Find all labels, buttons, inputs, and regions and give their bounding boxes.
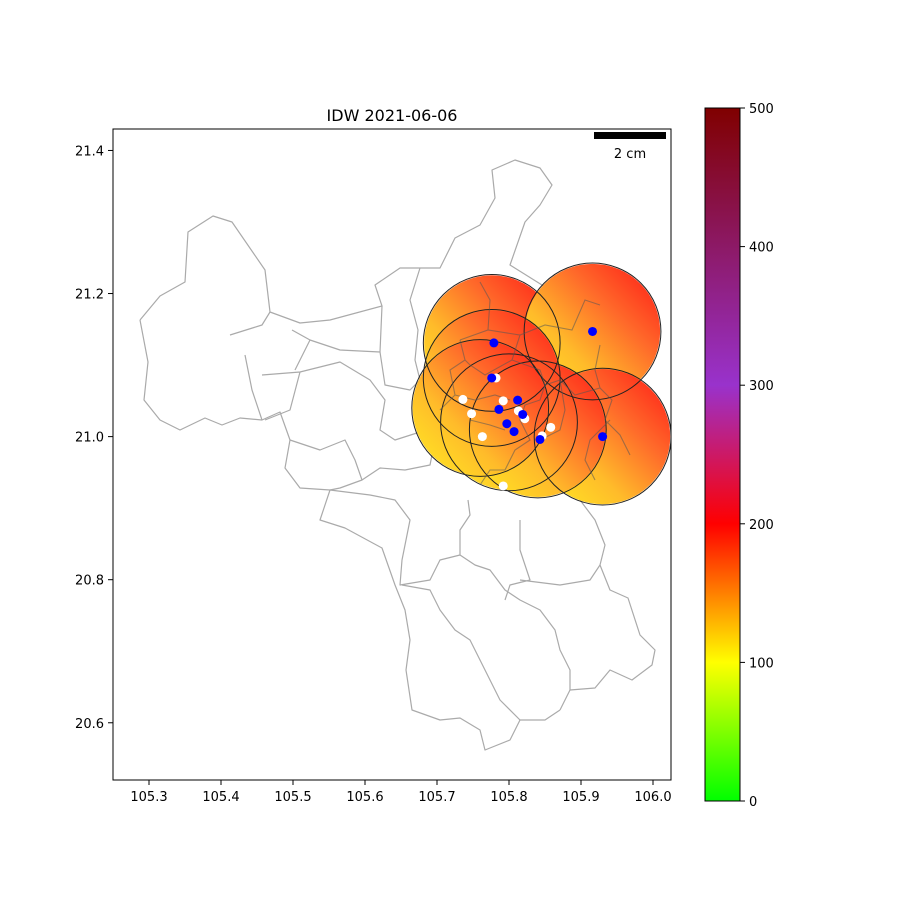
outer-boundary-south-west (139, 319, 561, 751)
blue-station-point (509, 427, 519, 437)
colorbar-tick-label: 300 (749, 379, 774, 394)
white-station-point (546, 422, 556, 432)
blue-station-markers (487, 326, 608, 444)
x-tick-label: 105.8 (490, 790, 527, 805)
x-tick-label: 106.0 (634, 790, 671, 805)
scale-bar-label: 2 cm (614, 147, 646, 162)
idw-surface (411, 262, 671, 506)
idw-outline (411, 262, 671, 506)
idw-fill-circle (412, 340, 548, 476)
colorbar-tick-label: 200 (749, 518, 774, 533)
x-tick-label: 105.7 (418, 790, 455, 805)
colorbar-tick-label: 0 (749, 795, 757, 810)
idw-outline-circle (523, 262, 662, 401)
blue-station-point (513, 395, 523, 405)
white-station-point (467, 409, 477, 419)
y-tick-label: 20.8 (75, 574, 104, 589)
blue-station-point (535, 434, 545, 444)
outer-boundary-south-east (559, 499, 656, 711)
x-tick-label: 105.6 (346, 790, 383, 805)
x-tick-label: 105.5 (274, 790, 311, 805)
x-tick-label: 105.3 (130, 790, 167, 805)
idw-outline-circle (468, 360, 607, 499)
outer-boundary-west (139, 159, 553, 324)
idw-outline-circle (440, 353, 578, 492)
colorbar-ticks: 0 100 200 300 400 500 (740, 102, 774, 810)
blue-station-point (494, 404, 504, 414)
colorbar-tick-label: 500 (749, 102, 774, 117)
colorbar: 0 100 200 300 400 500 (704, 102, 774, 810)
x-tick-label: 105.9 (562, 790, 599, 805)
white-station-point (477, 432, 487, 442)
white-station-point (498, 481, 508, 491)
white-station-point (458, 394, 468, 404)
y-tick-label: 21.4 (75, 144, 104, 159)
y-tick-label: 21.2 (75, 288, 104, 303)
idw-district-lines (439, 281, 631, 486)
colorbar-tick-label: 400 (749, 241, 774, 256)
blue-station-point (502, 419, 512, 429)
inner-line-1 (229, 305, 421, 441)
idw-outline-circle (533, 367, 671, 506)
blue-station-point (487, 373, 497, 383)
blue-station-point (489, 338, 499, 348)
colorbar-bar (704, 107, 741, 802)
blue-station-point (588, 326, 598, 336)
white-station-point (498, 396, 508, 406)
colorbar-tick-label: 100 (749, 656, 774, 671)
scale-bar: 2 cm (594, 132, 666, 162)
inner-line-4 (409, 267, 421, 381)
y-tick-label: 20.6 (75, 717, 104, 732)
blue-station-point (598, 432, 608, 442)
idw-outline-circle (422, 274, 561, 412)
chart-title: IDW 2021-06-06 (327, 106, 458, 125)
inner-line-3 (329, 489, 601, 721)
y-tick-label: 21.0 (75, 431, 104, 446)
blue-station-point (518, 409, 528, 419)
idw-outline-circle (411, 339, 550, 477)
idw-outline-circle (422, 309, 561, 447)
scale-bar-line (594, 132, 666, 139)
x-tick-label: 105.4 (202, 790, 239, 805)
x-axis: 105.3 105.4 105.5 105.6 105.7 105.8 105.9 106.0 (130, 780, 672, 805)
district-boundaries (139, 159, 656, 751)
y-axis: 20.6 20.8 21.0 21.2 21.4 (75, 144, 113, 732)
